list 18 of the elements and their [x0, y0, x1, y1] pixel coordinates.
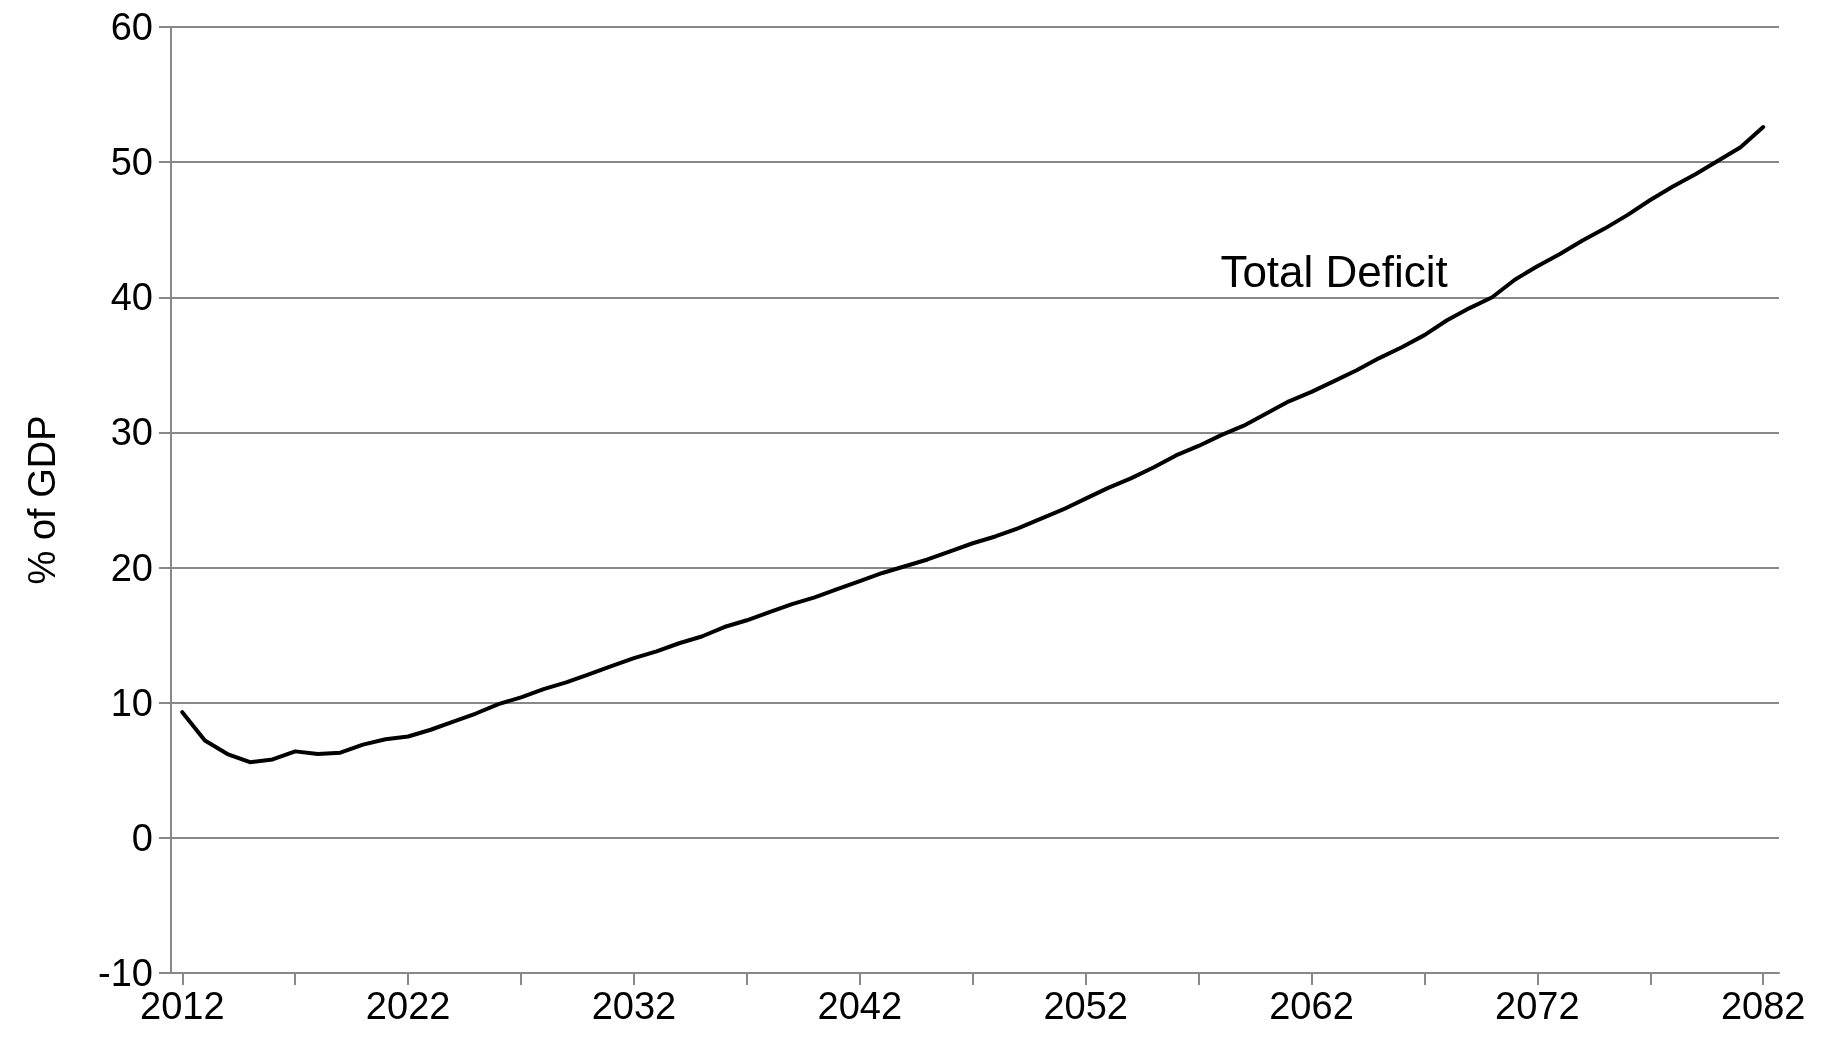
- x-tick-label: 2032: [591, 985, 677, 1027]
- series-label: Total Deficit: [1220, 246, 1448, 296]
- line-series: [180, 125, 1766, 765]
- x-tick-label: 2022: [365, 985, 451, 1027]
- y-tick-label: 0: [131, 816, 153, 859]
- x-tick-label: 2062: [1269, 985, 1354, 1027]
- y-tick-label: 40: [110, 276, 153, 319]
- x-tick-label: 2052: [1043, 985, 1128, 1027]
- y-tick-label: 60: [110, 6, 153, 48]
- x-tick-label: 2082: [1720, 985, 1806, 1027]
- y-axis-title: % of GDP: [21, 415, 63, 585]
- y-tick-label: 10: [110, 681, 153, 724]
- y-tick-label: 20: [110, 546, 153, 589]
- y-tick-label: 30: [110, 411, 153, 454]
- x-tick-label: 2042: [817, 985, 903, 1027]
- x-tick-label: 2072: [1495, 985, 1580, 1027]
- y-tick-label: 50: [110, 141, 153, 184]
- x-tick-label: 2012: [140, 985, 225, 1027]
